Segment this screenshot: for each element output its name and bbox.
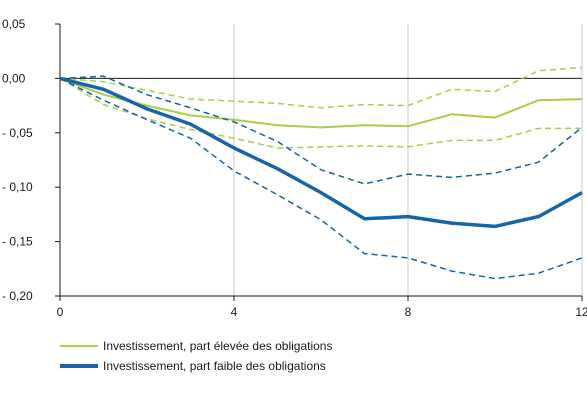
y-tick-label: - 0,15 [2, 235, 33, 249]
tick-label-layer: 0,05 0,00 - 0,05 - 0,10 - 0,15 - 0,20 0 4 8 12 [2, 17, 587, 319]
x-tick-label: 0 [57, 305, 64, 319]
legend-label-high-bonds: Investissement, part élevée des obligati… [103, 339, 333, 353]
grid-layer [233, 24, 583, 296]
line-chart: 0,05 0,00 - 0,05 - 0,10 - 0,15 - 0,20 0 4 8 12 [2, 17, 587, 319]
x-tick-label: 4 [231, 305, 238, 319]
y-tick-label: - 0,20 [2, 289, 33, 303]
series-line-0 [59, 77, 583, 129]
legend-swatch-green [60, 345, 98, 347]
y-tick-label: 0,00 [2, 71, 26, 85]
series-line-3 [59, 76, 583, 229]
x-tick-label: 8 [405, 305, 412, 319]
series-line-1 [59, 66, 583, 109]
axis-layer [55, 23, 583, 301]
series-line-4 [59, 75, 583, 185]
series-layer [59, 66, 583, 280]
legend-item-high-bonds: Investissement, part élevée des obligati… [60, 336, 332, 356]
legend-item-low-bonds: Investissement, part faible des obligati… [60, 356, 332, 376]
y-tick-label: 0,05 [2, 17, 26, 31]
series-line-2 [59, 77, 582, 149]
legend: Investissement, part élevée des obligati… [60, 336, 332, 376]
y-tick-label: - 0,05 [2, 126, 33, 140]
legend-label-low-bonds: Investissement, part faible des obligati… [103, 359, 326, 373]
legend-swatch-blue [60, 364, 98, 368]
x-tick-label: 12 [575, 305, 587, 319]
y-tick-label: - 0,10 [2, 180, 33, 194]
